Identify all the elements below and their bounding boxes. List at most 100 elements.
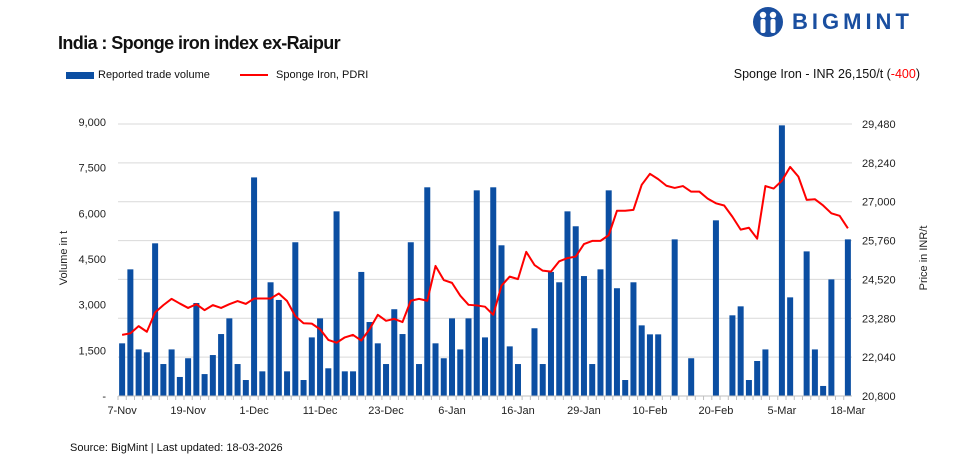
volume-bar <box>143 352 150 396</box>
volume-bar <box>580 276 587 396</box>
volume-bar <box>226 318 233 396</box>
volume-bar <box>778 125 785 397</box>
volume-bar <box>465 318 472 396</box>
volume-bar <box>366 322 373 396</box>
right-tick-label: 29,480 <box>862 119 896 131</box>
left-tick-label: 4,500 <box>78 254 106 266</box>
volume-bar <box>605 190 612 396</box>
left-tick-label: 6,000 <box>78 208 106 220</box>
volume-bar <box>201 374 208 396</box>
logo-icon <box>753 7 783 37</box>
right-tick-label: 23,280 <box>862 313 896 325</box>
x-tick-label: 10-Feb <box>633 405 668 417</box>
volume-bar <box>531 328 538 396</box>
volume-bar <box>317 318 324 396</box>
volume-bar <box>622 380 629 396</box>
volume-bar <box>325 368 332 396</box>
volume-bar <box>556 282 563 396</box>
legend-swatch-line <box>240 74 268 76</box>
bigmint-logo: BIGMINT <box>752 6 913 38</box>
volume-bar <box>209 355 216 396</box>
legend-label: Sponge Iron, PDRI <box>276 69 369 81</box>
volume-bar <box>193 302 200 396</box>
volume-bar <box>399 334 406 396</box>
right-axis-title: Price in INR/t <box>918 226 930 291</box>
volume-bar <box>482 337 488 396</box>
x-tick-label: 11-Dec <box>303 405 338 417</box>
volume-bar <box>160 364 167 396</box>
volume-bar <box>671 239 678 396</box>
x-tick-label: 29-Jan <box>567 405 601 417</box>
volume-bar <box>284 371 291 396</box>
legend-swatch-bar <box>66 71 94 79</box>
volume-bar <box>811 349 818 396</box>
volume-bar <box>251 177 258 396</box>
volume-bar <box>152 243 159 396</box>
volume-bar <box>259 371 266 396</box>
source-note: Source: BigMint | Last updated: 18-03-20… <box>70 442 283 454</box>
volume-bar <box>449 318 456 396</box>
volume-bar <box>597 269 604 396</box>
volume-bar <box>547 271 554 396</box>
volume-bar <box>333 211 340 396</box>
price-note-suffix: ) <box>915 67 920 81</box>
volume-bar <box>630 282 637 396</box>
x-tick-label: 6-Jan <box>438 405 466 417</box>
volume-bar <box>391 309 398 396</box>
volume-bar <box>745 380 752 396</box>
price-note-text: Sponge Iron - INR 26,150/t ( <box>733 67 891 81</box>
volume-bar <box>655 334 662 396</box>
volume-bar <box>341 371 348 396</box>
volume-bar <box>300 380 307 396</box>
volume-bar <box>234 364 241 396</box>
volume-bar <box>358 271 365 396</box>
price-change: -400 <box>890 67 916 81</box>
volume-bar <box>457 349 464 396</box>
legend-label: Reported trade volume <box>98 69 210 81</box>
left-tick-label: 3,000 <box>78 300 106 312</box>
volume-bar <box>613 288 620 396</box>
volume-bar <box>803 251 810 396</box>
left-tick-label: 7,500 <box>78 163 106 175</box>
x-tick-label: 1-Dec <box>239 405 269 417</box>
volume-bar <box>374 343 381 396</box>
volume-bar <box>308 337 315 396</box>
volume-bar <box>432 343 439 396</box>
volume-bar <box>176 376 183 396</box>
left-tick-label: 9,000 <box>78 117 106 129</box>
x-tick-label: 16-Jan <box>501 405 535 417</box>
logo-text: BIGMINT <box>792 9 913 34</box>
volume-bar <box>292 242 299 396</box>
volume-bar <box>185 358 192 396</box>
x-tick-label: 23-Dec <box>368 405 404 417</box>
volume-bar <box>539 364 546 396</box>
volume-bar <box>729 315 736 396</box>
volume-bar <box>168 349 175 396</box>
volume-bar <box>119 343 126 396</box>
volume-bar <box>688 358 695 396</box>
volume-bar <box>440 358 447 396</box>
volume-bar <box>473 190 480 396</box>
latest-price-note: Sponge Iron - INR 26,150/t (-400) <box>734 67 920 81</box>
left-tick-label: - <box>102 391 106 403</box>
volume-bar <box>762 349 769 396</box>
volume-bar <box>514 364 521 396</box>
right-tick-label: 27,000 <box>862 197 896 209</box>
volume-bar <box>275 299 282 396</box>
volume-bar <box>267 282 274 396</box>
volume-bar <box>589 364 596 396</box>
volume-bar <box>638 325 645 396</box>
legend-item-price: Sponge Iron, PDRI <box>240 69 368 81</box>
volume-bar <box>407 242 414 396</box>
volume-bar <box>646 334 653 396</box>
volume-bar <box>828 279 835 396</box>
x-tick-label: 19-Nov <box>170 405 206 417</box>
x-tick-label: 5-Mar <box>768 405 797 417</box>
volume-bar <box>754 360 761 396</box>
volume-bar <box>416 364 423 396</box>
x-tick-label: 20-Feb <box>698 405 733 417</box>
left-axis-title: Volume in t <box>58 231 70 285</box>
right-tick-label: 20,800 <box>862 391 896 403</box>
volume-bar <box>844 239 851 396</box>
